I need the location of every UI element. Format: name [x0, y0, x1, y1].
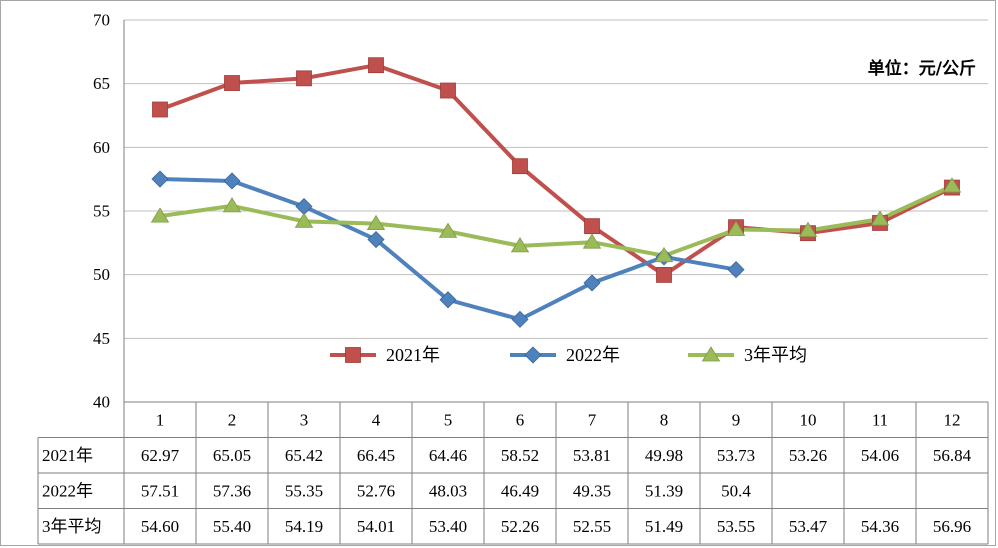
- legend-swatch-marker: [701, 346, 721, 362]
- data-point: [296, 70, 312, 87]
- table-cell-value: 53.81: [573, 446, 611, 465]
- y-tick-label: 70: [93, 11, 110, 30]
- x-category-label: 2: [228, 410, 237, 429]
- table-row-label: 2022年: [42, 481, 93, 500]
- data-point: [512, 158, 528, 175]
- table-cell-value: 65.05: [213, 446, 251, 465]
- y-tick-label: 40: [93, 393, 110, 412]
- data-point: [798, 221, 818, 237]
- table-cell-value: 53.26: [789, 446, 827, 465]
- series-line: [159, 63, 953, 277]
- y-tick-label: 55: [93, 202, 110, 221]
- data-point: [224, 75, 240, 91]
- data-point: [870, 210, 890, 226]
- table-cell-value: 49.35: [573, 481, 611, 500]
- y-tick-label: 45: [93, 329, 110, 348]
- data-point: [511, 310, 529, 328]
- x-category-label: 1: [156, 410, 165, 429]
- table-cell-value: 56.84: [933, 446, 972, 465]
- table-cell-value: 46.49: [501, 481, 539, 500]
- table-cell-value: 50.4: [721, 481, 751, 500]
- data-point: [727, 261, 745, 279]
- x-category-label: 7: [588, 410, 597, 429]
- x-category-label: 5: [444, 410, 453, 429]
- y-tick-label: 50: [93, 265, 110, 284]
- data-point: [582, 233, 602, 249]
- legend-label: 3年平均: [744, 345, 807, 365]
- x-category-label: 3: [300, 410, 309, 429]
- table-cell-value: 54.60: [141, 517, 179, 536]
- x-category-label: 4: [372, 410, 381, 429]
- table-cell-value: 55.35: [285, 481, 323, 500]
- table-cell-value: 52.26: [501, 517, 539, 536]
- legend-label: 2021年: [386, 345, 440, 365]
- data-point: [152, 101, 168, 118]
- data-point: [726, 220, 746, 236]
- legend-label: 2022年: [566, 345, 620, 365]
- table-row-label: 2021年: [42, 446, 93, 465]
- x-category-label: 9: [732, 410, 741, 429]
- table-cell-value: 53.55: [717, 517, 755, 536]
- data-point: [151, 170, 169, 188]
- data-point: [150, 207, 170, 223]
- table-cell-value: 53.47: [789, 517, 828, 536]
- table-cell-value: 53.73: [717, 446, 755, 465]
- table-cell-value: 51.39: [645, 481, 683, 500]
- data-point: [440, 82, 456, 99]
- data-point: [584, 218, 600, 235]
- table-cell-value: 57.36: [213, 481, 251, 500]
- table-cell-value: 51.49: [645, 517, 683, 536]
- table-cell-value: 56.96: [933, 517, 971, 536]
- x-category-label: 10: [800, 410, 817, 429]
- data-point: [367, 230, 385, 249]
- data-point: [222, 197, 242, 213]
- table-cell-value: 57.51: [141, 481, 179, 500]
- table-cell-value: 64.46: [429, 446, 467, 465]
- table-cell-value: 54.36: [861, 517, 899, 536]
- legend-swatch-marker: [345, 347, 361, 363]
- table-cell-value: 53.40: [429, 517, 467, 536]
- series-line: [159, 184, 953, 258]
- data-point: [368, 57, 384, 74]
- data-point: [656, 267, 672, 283]
- table-cell-value: 52.76: [357, 481, 395, 500]
- table-cell-value: 65.42: [285, 446, 323, 465]
- y-tick-label: 60: [93, 138, 110, 157]
- table-cell-value: 58.52: [501, 446, 539, 465]
- legend-swatch-marker: [524, 346, 542, 364]
- data-point: [654, 246, 674, 263]
- x-category-label: 6: [516, 410, 525, 429]
- table-cell-value: 49.98: [645, 446, 683, 465]
- x-category-label: 11: [872, 410, 888, 429]
- data-point: [439, 291, 457, 309]
- table-cell-value: 54.19: [285, 517, 323, 536]
- unit-label: 单位：元/公斤: [868, 58, 976, 79]
- table-cell-value: 54.06: [861, 446, 899, 465]
- data-point: [942, 177, 962, 193]
- data-point: [295, 197, 313, 216]
- table-cell-value: 48.03: [429, 481, 467, 500]
- data-point: [438, 222, 458, 238]
- table-cell-value: 54.01: [357, 517, 395, 536]
- x-category-label: 8: [660, 410, 669, 429]
- data-point: [366, 214, 386, 231]
- data-point: [583, 274, 601, 292]
- y-tick-label: 65: [93, 74, 110, 93]
- table-cell-value: 62.97: [141, 446, 180, 465]
- data-point: [294, 212, 314, 228]
- x-category-label: 12: [944, 410, 961, 429]
- table-row-label: 3年平均: [42, 517, 102, 536]
- data-point: [510, 237, 530, 253]
- table-cell-value: 52.55: [573, 517, 611, 536]
- data-point: [223, 172, 241, 190]
- table-cell-value: 55.40: [213, 517, 251, 536]
- table-cell-value: 66.45: [357, 446, 395, 465]
